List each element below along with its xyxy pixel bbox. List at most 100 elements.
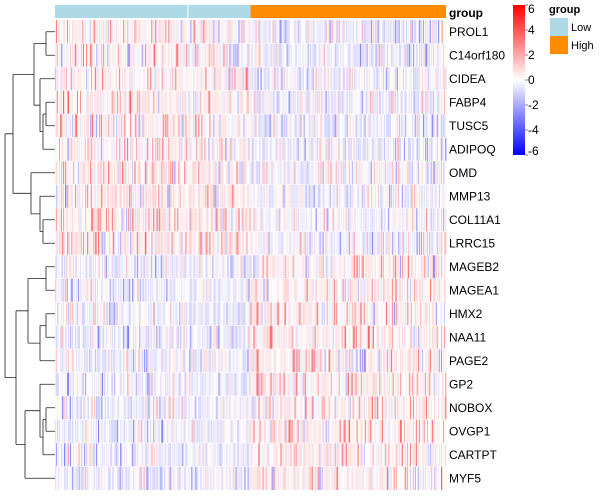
heatmap-cell — [445, 90, 447, 114]
heatmap-cell — [119, 67, 121, 91]
heatmap-cell — [137, 137, 139, 161]
heatmap-cell — [364, 137, 367, 161]
heatmap-cell — [432, 90, 435, 114]
heatmap-cell — [202, 184, 204, 208]
heatmap-cell — [157, 161, 159, 185]
heatmap-cell — [318, 137, 321, 161]
heatmap-cell — [163, 67, 165, 91]
heatmap-cell — [236, 114, 238, 138]
heatmap-cell — [347, 208, 350, 232]
heatmap-cell — [166, 255, 168, 279]
heatmap-cell — [338, 184, 341, 208]
heatmap-cell — [61, 67, 63, 91]
heatmap-cell — [134, 255, 136, 279]
heatmap-cell — [210, 43, 212, 67]
heatmap-cell — [299, 255, 302, 279]
heatmap-cell — [111, 208, 113, 232]
heatmap-cell — [427, 161, 430, 185]
heatmap-cell — [203, 184, 205, 208]
heatmap-cell — [149, 137, 151, 161]
heatmap-cell — [138, 184, 140, 208]
heatmap-cell — [399, 255, 402, 279]
heatmap-cell — [132, 184, 134, 208]
heatmap-cell — [156, 137, 158, 161]
heatmap-cell — [240, 184, 242, 208]
heatmap-cell — [132, 208, 134, 232]
heatmap-cell — [418, 208, 421, 232]
heatmap-cell — [260, 302, 262, 326]
heatmap-cell — [345, 231, 348, 255]
heatmap-cell — [154, 137, 156, 161]
heatmap-cell — [101, 20, 103, 44]
heatmap-cell — [311, 208, 314, 232]
heatmap-cell — [352, 255, 355, 279]
heatmap-cell — [325, 255, 328, 279]
heatmap-cell — [182, 184, 184, 208]
heatmap-cell — [144, 255, 146, 279]
heatmap-cell — [396, 114, 399, 138]
heatmap-cell — [96, 231, 98, 255]
heatmap-cell — [117, 161, 119, 185]
heatmap-cell — [414, 137, 417, 161]
heatmap-cell — [78, 20, 80, 44]
heatmap-cell — [386, 43, 389, 67]
heatmap-cell — [368, 90, 371, 114]
heatmap-cell — [233, 278, 235, 302]
heatmap-cell — [264, 255, 266, 279]
heatmap-cell — [309, 137, 312, 161]
heatmap-cell — [110, 67, 112, 91]
heatmap-cell — [199, 278, 201, 302]
heatmap-cell — [381, 43, 384, 67]
heatmap-cell — [247, 20, 249, 44]
heatmap-cell — [320, 20, 323, 44]
heatmap-cell — [76, 43, 78, 67]
heatmap-cell — [115, 278, 117, 302]
heatmap-cell — [343, 208, 346, 232]
heatmap-cell — [433, 278, 436, 302]
heatmap-cell — [92, 302, 94, 326]
heatmap-cell — [277, 137, 279, 161]
heatmap-cell — [314, 161, 317, 185]
heatmap-cell — [244, 302, 246, 326]
heatmap-cell — [220, 184, 222, 208]
heatmap-cell — [137, 302, 139, 326]
heatmap-cell — [69, 208, 71, 232]
heatmap-cell — [258, 278, 260, 302]
heatmap-cell — [263, 90, 265, 114]
heatmap-cell — [104, 278, 106, 302]
heatmap-cell — [140, 278, 142, 302]
heatmap-cell — [114, 137, 116, 161]
heatmap-row-MMP13 — [55, 184, 447, 208]
heatmap-cell — [95, 278, 97, 302]
heatmap-cell — [86, 43, 88, 67]
heatmap-cell — [396, 161, 399, 185]
heatmap-cell — [218, 67, 220, 91]
heatmap-cell — [334, 67, 337, 91]
heatmap-cell — [176, 137, 178, 161]
heatmap-cell — [341, 278, 344, 302]
heatmap-cell — [110, 20, 112, 44]
heatmap-cell — [392, 255, 395, 279]
heatmap-cell — [180, 67, 182, 91]
heatmap-cell — [178, 231, 180, 255]
heatmap-cell — [402, 161, 405, 185]
heatmap-cell — [129, 231, 131, 255]
heatmap-cell — [373, 208, 376, 232]
heatmap-cell — [375, 255, 378, 279]
heatmap-cell — [81, 67, 83, 91]
heatmap-cell — [122, 20, 124, 44]
heatmap-row-FABP4 — [55, 90, 447, 114]
heatmap-cell — [202, 43, 204, 67]
heatmap-cell — [103, 20, 105, 44]
heatmap-cell — [151, 43, 153, 67]
heatmap-cell — [300, 43, 303, 67]
heatmap-cell — [341, 184, 344, 208]
heatmap-cell — [430, 43, 433, 67]
heatmap-cell — [416, 208, 419, 232]
heatmap-cell — [288, 90, 290, 114]
heatmap-cell — [324, 231, 327, 255]
heatmap-cell — [170, 278, 172, 302]
heatmap-cell — [327, 90, 330, 114]
heatmap-cell — [435, 208, 438, 232]
heatmap-cell — [317, 43, 320, 67]
